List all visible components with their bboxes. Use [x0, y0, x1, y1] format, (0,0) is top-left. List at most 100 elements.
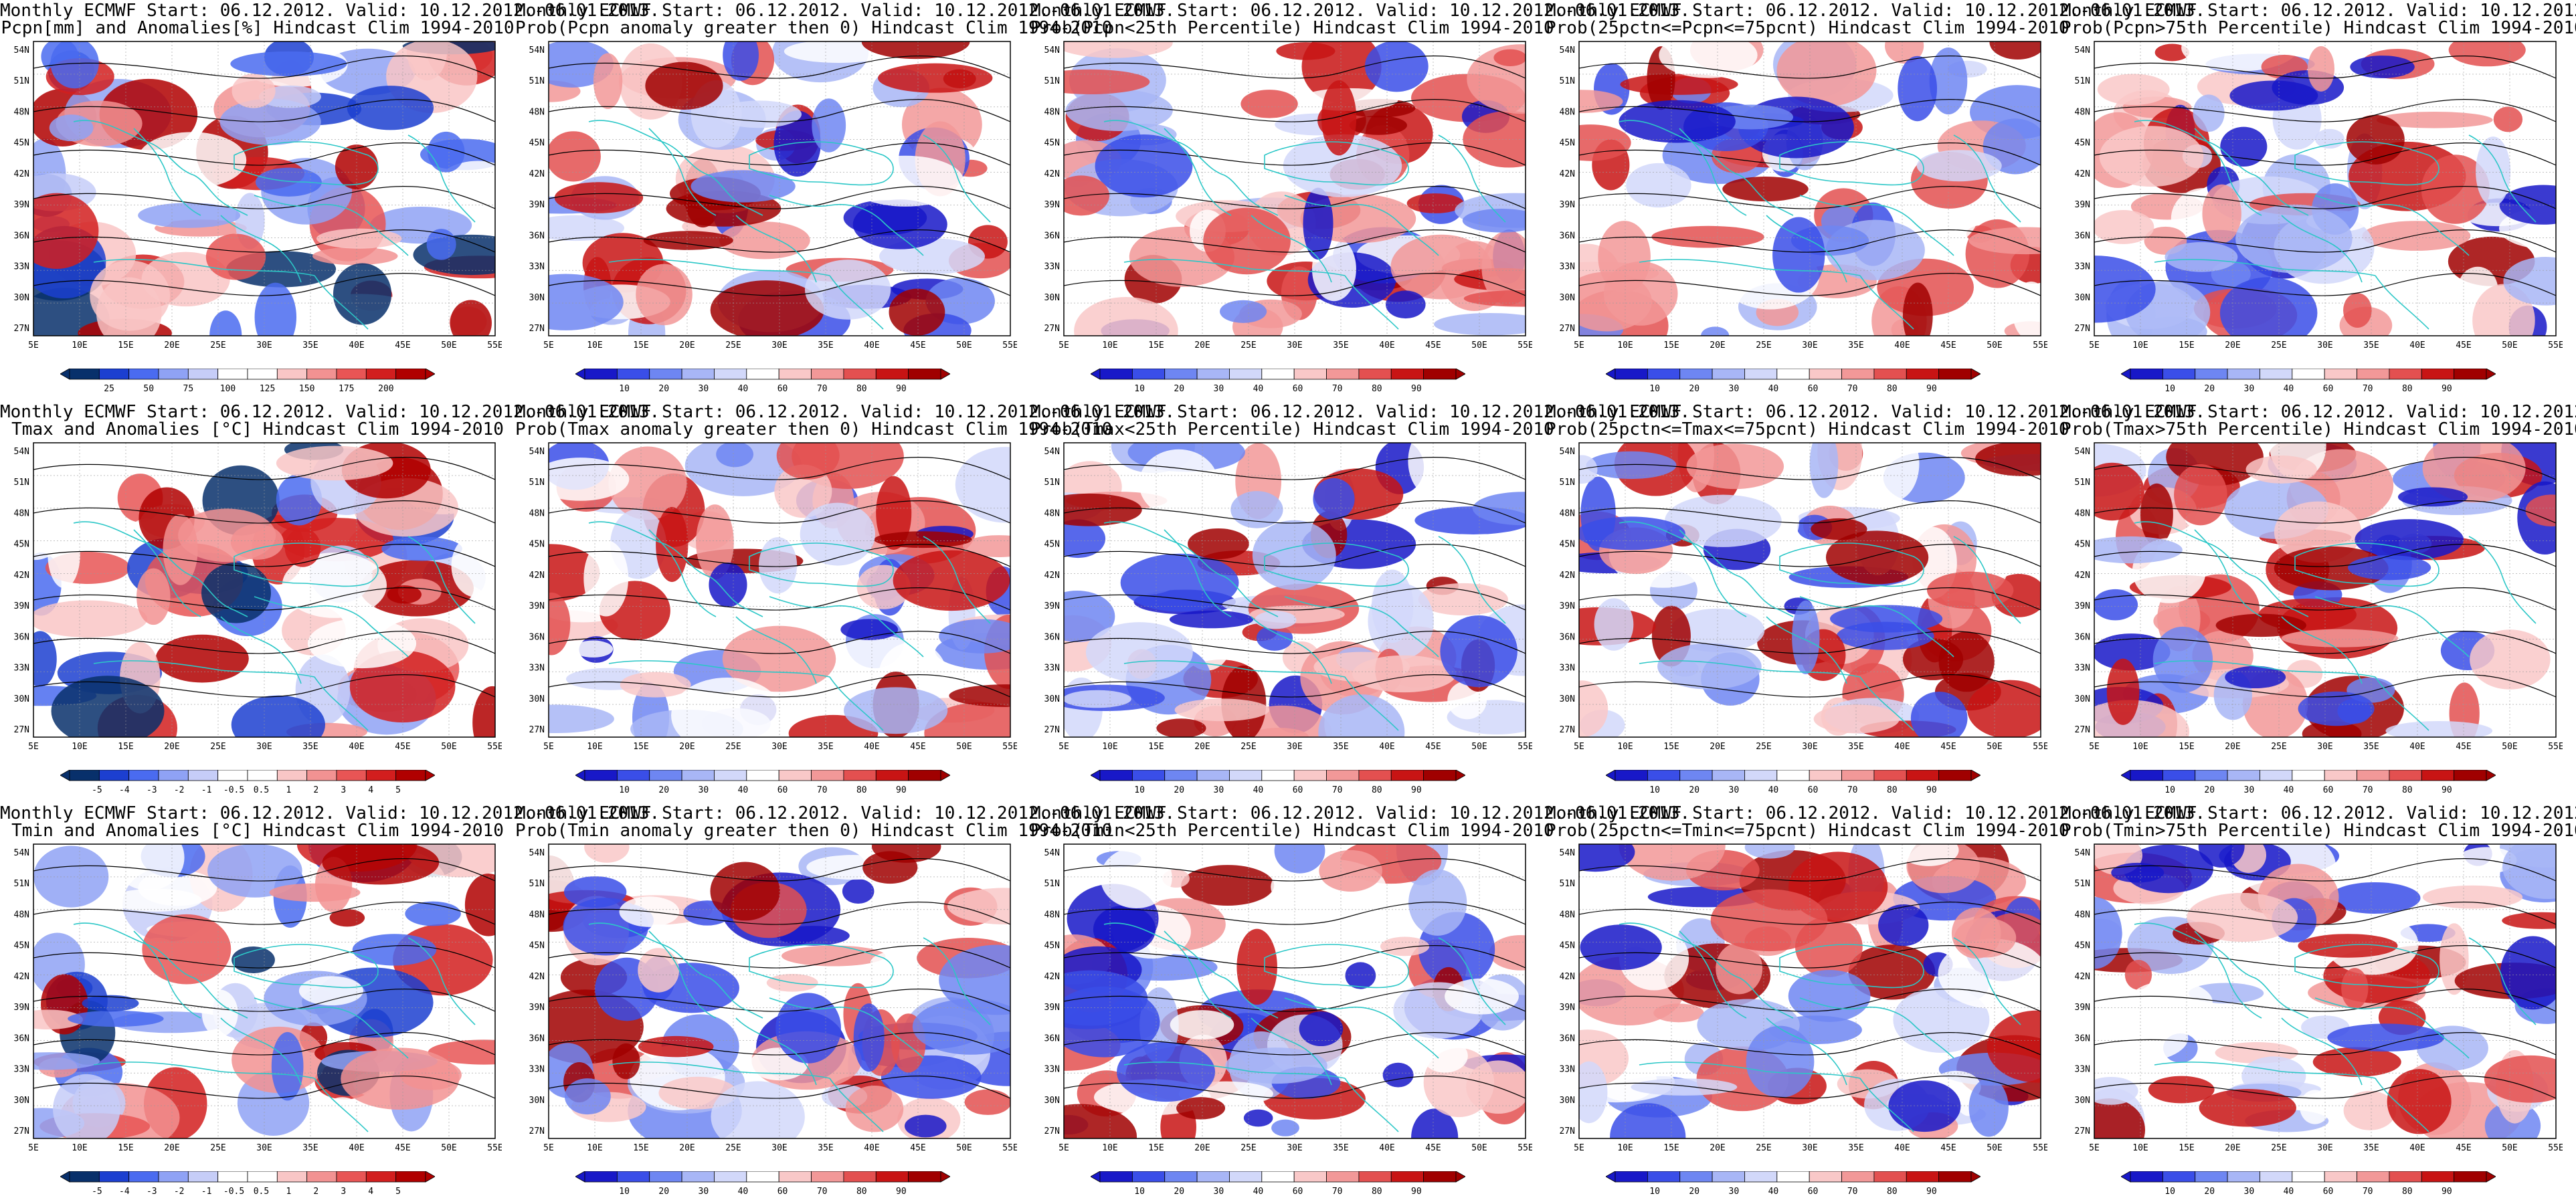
colorbar-svg: 10 20 30 40 60 70 80 90 [575, 770, 950, 795]
lat-tick-label: 42N [14, 571, 29, 581]
colorbar-segment [2227, 770, 2260, 781]
panel-title-line1: Monthly ECMWF Start: 06.12.2012. Valid: … [2061, 1, 2576, 21]
colorbar-label: 0.5 [254, 1187, 269, 1197]
map-frame [1578, 843, 2041, 1139]
lon-tick-label: 45E [395, 742, 410, 752]
lon-tick-label: 55E [2033, 742, 2047, 752]
field-blob [1579, 272, 1652, 332]
lon-tick-label: 35E [818, 1143, 833, 1153]
lon-tick-label: 20E [1710, 742, 1725, 752]
contour-line [549, 273, 1010, 296]
coastline [735, 215, 817, 283]
colorbar-segment [1809, 1171, 1842, 1183]
colorbar-arrow-high [1455, 369, 1465, 380]
field-blob [1440, 615, 1517, 688]
lon-tick-label: 5E [1574, 340, 1584, 350]
field-blob [33, 193, 99, 269]
colorbar-segment [158, 1171, 189, 1183]
lon-tick-label: 15E [1663, 340, 1679, 350]
colorbar-label: 30 [1729, 1187, 1740, 1197]
lat-tick-label: 54N [529, 848, 545, 858]
field-blob [1610, 1103, 1686, 1138]
colorbar-segment [1326, 770, 1360, 781]
field-blob [335, 144, 379, 190]
field-blob [209, 310, 242, 336]
coastline [73, 521, 248, 617]
forecast-map-panel: Monthly ECMWF Start: 06.12.2012. Valid: … [515, 0, 1175, 401]
lon-tick-label: 15E [2179, 1143, 2194, 1153]
colorbar-segment [336, 369, 367, 380]
field-blob [1064, 690, 1131, 708]
lon-tick-label: 10E [1102, 1143, 1117, 1153]
field-blob [904, 1114, 947, 1138]
field-blob [2500, 936, 2556, 1010]
lat-tick-label: 42N [1560, 571, 1575, 581]
field-blob [549, 131, 601, 182]
field-blob [322, 844, 440, 885]
field-blob [428, 1039, 495, 1065]
field-blob [284, 528, 321, 567]
coastline [1123, 1062, 1346, 1079]
map-frame [2094, 442, 2557, 738]
colorbar-label: 40 [1768, 1187, 1779, 1197]
map-plot: 54N 51N 48N 45N 42N 39N 36N 33N 30N 27N 5E 10E 15E 20… [2061, 35, 2563, 363]
colorbar-segment [1647, 770, 1681, 781]
contour-line [33, 1032, 495, 1056]
coastline [829, 275, 884, 330]
colorbar-segment [306, 1171, 337, 1183]
colorbar-label: -5 [92, 1187, 102, 1197]
map-frame [1578, 41, 2041, 336]
field-blob [230, 51, 347, 76]
contour-line [2094, 457, 2556, 480]
lat-tick-label: 39N [2075, 1003, 2090, 1013]
field-blob [1074, 296, 1178, 336]
lat-tick-label: 54N [14, 447, 29, 457]
colorbar-segment [778, 770, 812, 781]
map-svg: 54N 51N 48N 45N 42N 39N 36N 33N 30N 27N 5E 10E 15E 20… [1044, 41, 1532, 350]
map-svg: 54N 51N 48N 45N 42N 39N 36N 33N 30N 27N 5E 10E 15E 20… [529, 843, 1017, 1153]
lat-tick-label: 45N [2075, 941, 2090, 951]
colorbar-arrow-high [940, 1171, 950, 1183]
colorbar-label: 100 [220, 384, 236, 394]
colorbar-label: 40 [738, 1187, 749, 1197]
lat-tick-label: 54N [1560, 848, 1575, 858]
lon-tick-label: 10E [587, 340, 602, 350]
field-blob [33, 600, 148, 638]
colorbar-label: 90 [1411, 785, 1422, 795]
contour-line [2094, 56, 2556, 79]
colorbar-label: 1 [286, 785, 291, 795]
colorbar-label: 10 [1649, 785, 1660, 795]
colorbar-label: 20 [1174, 1187, 1184, 1197]
colorbar-segment [1809, 369, 1842, 380]
lat-tick-label: 48N [1560, 107, 1575, 117]
field-blob [1319, 849, 1382, 892]
map-plot: 54N 51N 48N 45N 42N 39N 36N 33N 30N 27N 5E 10E 15E 20… [0, 35, 502, 363]
field-blob [2094, 462, 2144, 521]
field-blob [33, 1009, 83, 1030]
field-blob [716, 443, 754, 468]
lon-tick-label: 25E [1756, 340, 1771, 350]
colorbar-label: -2 [174, 1187, 185, 1197]
colorbar-segment [2292, 369, 2325, 380]
lon-tick-label: 55E [1517, 1143, 1532, 1153]
forecast-map-panel: Monthly ECMWF Start: 06.12.2012. Valid: … [515, 401, 1175, 803]
colorbar-segment [158, 770, 189, 781]
lat-tick-label: 51N [14, 879, 29, 889]
lat-tick-label: 33N [1560, 664, 1575, 674]
field-blob [333, 263, 392, 325]
colorbar-label: 1 [286, 1187, 291, 1197]
colorbar-segment [1647, 1171, 1681, 1183]
coastline [608, 1062, 830, 1079]
colorbar-arrow-low [575, 369, 585, 380]
colorbar-segment [98, 369, 130, 380]
field-blob [33, 631, 57, 687]
lon-tick-label: 15E [633, 1143, 648, 1153]
colorbar-label: 2 [313, 1187, 318, 1197]
field-blob [2215, 613, 2306, 637]
panel-title-line1: Monthly ECMWF Start: 06.12.2012. Valid: … [2061, 803, 2576, 823]
coastline [1284, 596, 1439, 658]
forecast-map-panel: Monthly ECMWF Start: 06.12.2012. Valid: … [2061, 401, 2576, 803]
field-blob [1929, 47, 1968, 115]
colorbar-segment [616, 770, 650, 781]
lon-tick-label: 40E [2409, 340, 2425, 350]
